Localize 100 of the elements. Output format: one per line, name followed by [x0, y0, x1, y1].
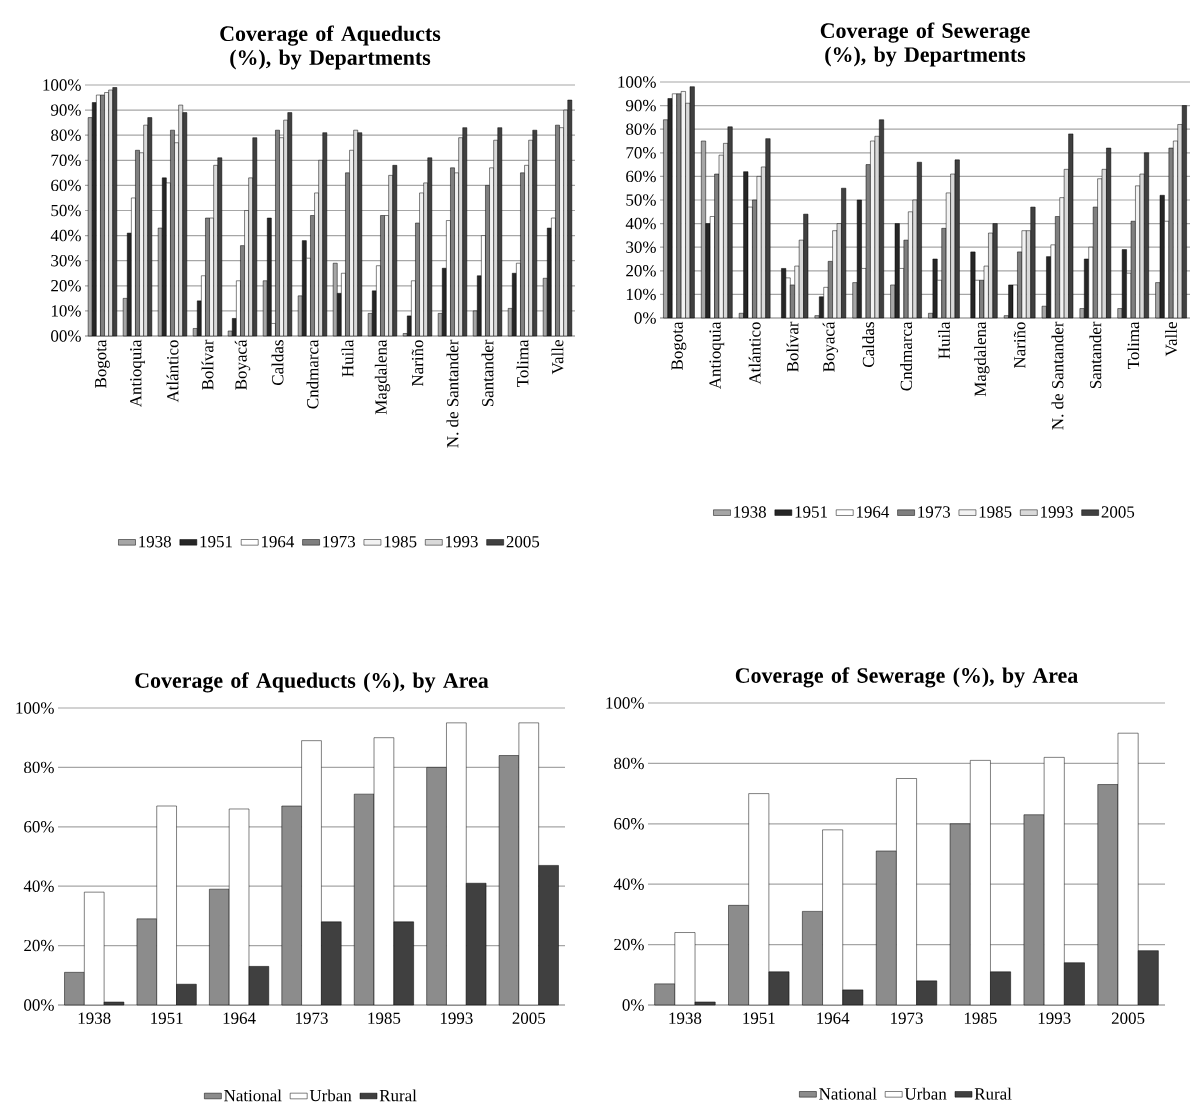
x-tick-label: Nariño	[411, 340, 424, 387]
bar	[932, 258, 938, 319]
bar	[392, 165, 398, 337]
x-tick-label: Boyacá	[822, 321, 839, 372]
y-tick-label: 20%	[626, 265, 656, 277]
y-tick-label: 20%	[614, 939, 644, 951]
y-tick-label: 60%	[24, 821, 54, 833]
bar	[1021, 230, 1027, 319]
chart-title: Coverage of Aqueducts (%), by Departments	[220, 25, 441, 70]
bar	[894, 223, 900, 319]
bar	[1068, 133, 1074, 319]
x-tick-label: Santander	[1089, 321, 1102, 389]
x-tick-label: Bolívar	[201, 339, 214, 391]
x-tick-label: Huila	[937, 321, 950, 359]
bar	[497, 127, 503, 337]
y-tick-label: 90%	[625, 100, 656, 112]
x-tick-label: N. de Santander	[1051, 321, 1064, 430]
x-tick-label: 2005	[1111, 1012, 1145, 1025]
y-tick-label: 60%	[614, 818, 644, 830]
legend-label: National	[224, 1089, 282, 1102]
y-tick-label: 40%	[625, 218, 656, 230]
x-tick-label: Valle	[1165, 322, 1178, 357]
legend-label: 1951	[795, 506, 827, 518]
bar	[267, 217, 272, 337]
bar	[765, 138, 771, 319]
x-tick-label: Bogota	[95, 339, 110, 389]
bar	[252, 137, 258, 337]
x-tick-label: 1985	[964, 1012, 997, 1025]
x-tick-label: 1938	[669, 1012, 702, 1025]
y-tick-label: 70%	[626, 147, 656, 159]
legend-label: 1985	[979, 506, 1012, 518]
bar	[322, 132, 328, 337]
x-tick-label: Caldas	[271, 340, 284, 386]
x-tick-label: 1973	[296, 1012, 328, 1025]
y-tick-label: 0%	[634, 312, 656, 324]
y-tick-label: 0%	[622, 999, 644, 1011]
bar	[803, 214, 809, 319]
x-tick-label: Valle	[551, 340, 564, 375]
x-tick-label: Tolima	[516, 339, 529, 388]
bar	[112, 87, 118, 337]
legend-label: 1964	[261, 536, 295, 548]
bar	[1159, 195, 1165, 319]
x-tick-label: Magdalena	[974, 321, 990, 397]
legend-label: 1964	[856, 506, 890, 518]
x-tick-label: Nariño	[1013, 322, 1026, 369]
x-tick-label: Atlántico	[166, 340, 179, 403]
y-tick-label: 80%	[51, 129, 81, 142]
legend-label: 1993	[1041, 506, 1073, 518]
x-tick-label: 2005	[512, 1012, 546, 1025]
bar	[689, 86, 695, 319]
y-tick-label: 10%	[626, 288, 656, 301]
x-tick-label: 1985	[368, 1012, 401, 1025]
y-tick-label: 20%	[24, 940, 54, 952]
bar	[856, 199, 862, 319]
y-tick-label: 50%	[51, 204, 81, 217]
y-tick-label: 80%	[626, 123, 656, 136]
x-tick-label: 1951	[743, 1012, 775, 1025]
x-tick-label: 1964	[223, 1012, 256, 1025]
legend-label: Urban	[309, 1089, 352, 1102]
x-tick-label: 1938	[78, 1012, 111, 1025]
y-tick-label: 30%	[626, 241, 656, 254]
legend-label: 1938	[139, 536, 171, 548]
bar	[992, 223, 998, 319]
y-tick-label: 100%	[606, 697, 644, 709]
x-tick-label: Caldas	[862, 322, 875, 368]
y-tick-label: 10%	[51, 305, 81, 317]
chart-title: Coverage of Aqueducts (%), by Area	[135, 672, 489, 693]
bar	[916, 162, 922, 319]
x-tick-label: Antioquia	[130, 339, 145, 408]
x-tick-label: Antioquia	[709, 321, 725, 390]
x-tick-label: Bolívar	[786, 321, 799, 373]
bar	[970, 251, 976, 319]
y-tick-label: 60%	[626, 170, 656, 183]
legend-label: 1985	[384, 536, 417, 548]
y-tick-label: 100%	[16, 702, 54, 714]
bar	[532, 130, 538, 337]
x-tick-label: N. de Santander	[446, 339, 459, 448]
y-tick-label: 00%	[51, 330, 81, 342]
legend-label: Rural	[379, 1089, 417, 1102]
legend-label: 1973	[918, 506, 951, 518]
bar	[302, 240, 307, 337]
x-tick-label: Bogota	[671, 321, 687, 371]
y-tick-label: 80%	[24, 761, 54, 774]
y-tick-label: 50%	[626, 194, 656, 206]
legend-label: 1951	[200, 536, 232, 548]
y-tick-label: 60%	[51, 179, 81, 192]
y-tick-label: 30%	[51, 255, 81, 267]
legend-label: 1993	[446, 536, 478, 548]
bar	[676, 93, 682, 319]
legend-label: 2005	[506, 536, 540, 548]
x-tick-label: 1993	[1038, 1012, 1071, 1025]
chart-title: Coverage of Sewerage (%), by Departments	[820, 22, 1030, 67]
x-tick-label: Boyacá	[234, 339, 251, 391]
bar	[1030, 207, 1036, 319]
x-tick-label: 1951	[151, 1012, 183, 1025]
x-tick-label: 1993	[440, 1012, 473, 1025]
y-tick-label: 20%	[51, 280, 81, 292]
x-tick-label: Atlántico	[748, 322, 761, 385]
x-tick-label: 1964	[817, 1012, 850, 1025]
bar	[462, 127, 468, 337]
